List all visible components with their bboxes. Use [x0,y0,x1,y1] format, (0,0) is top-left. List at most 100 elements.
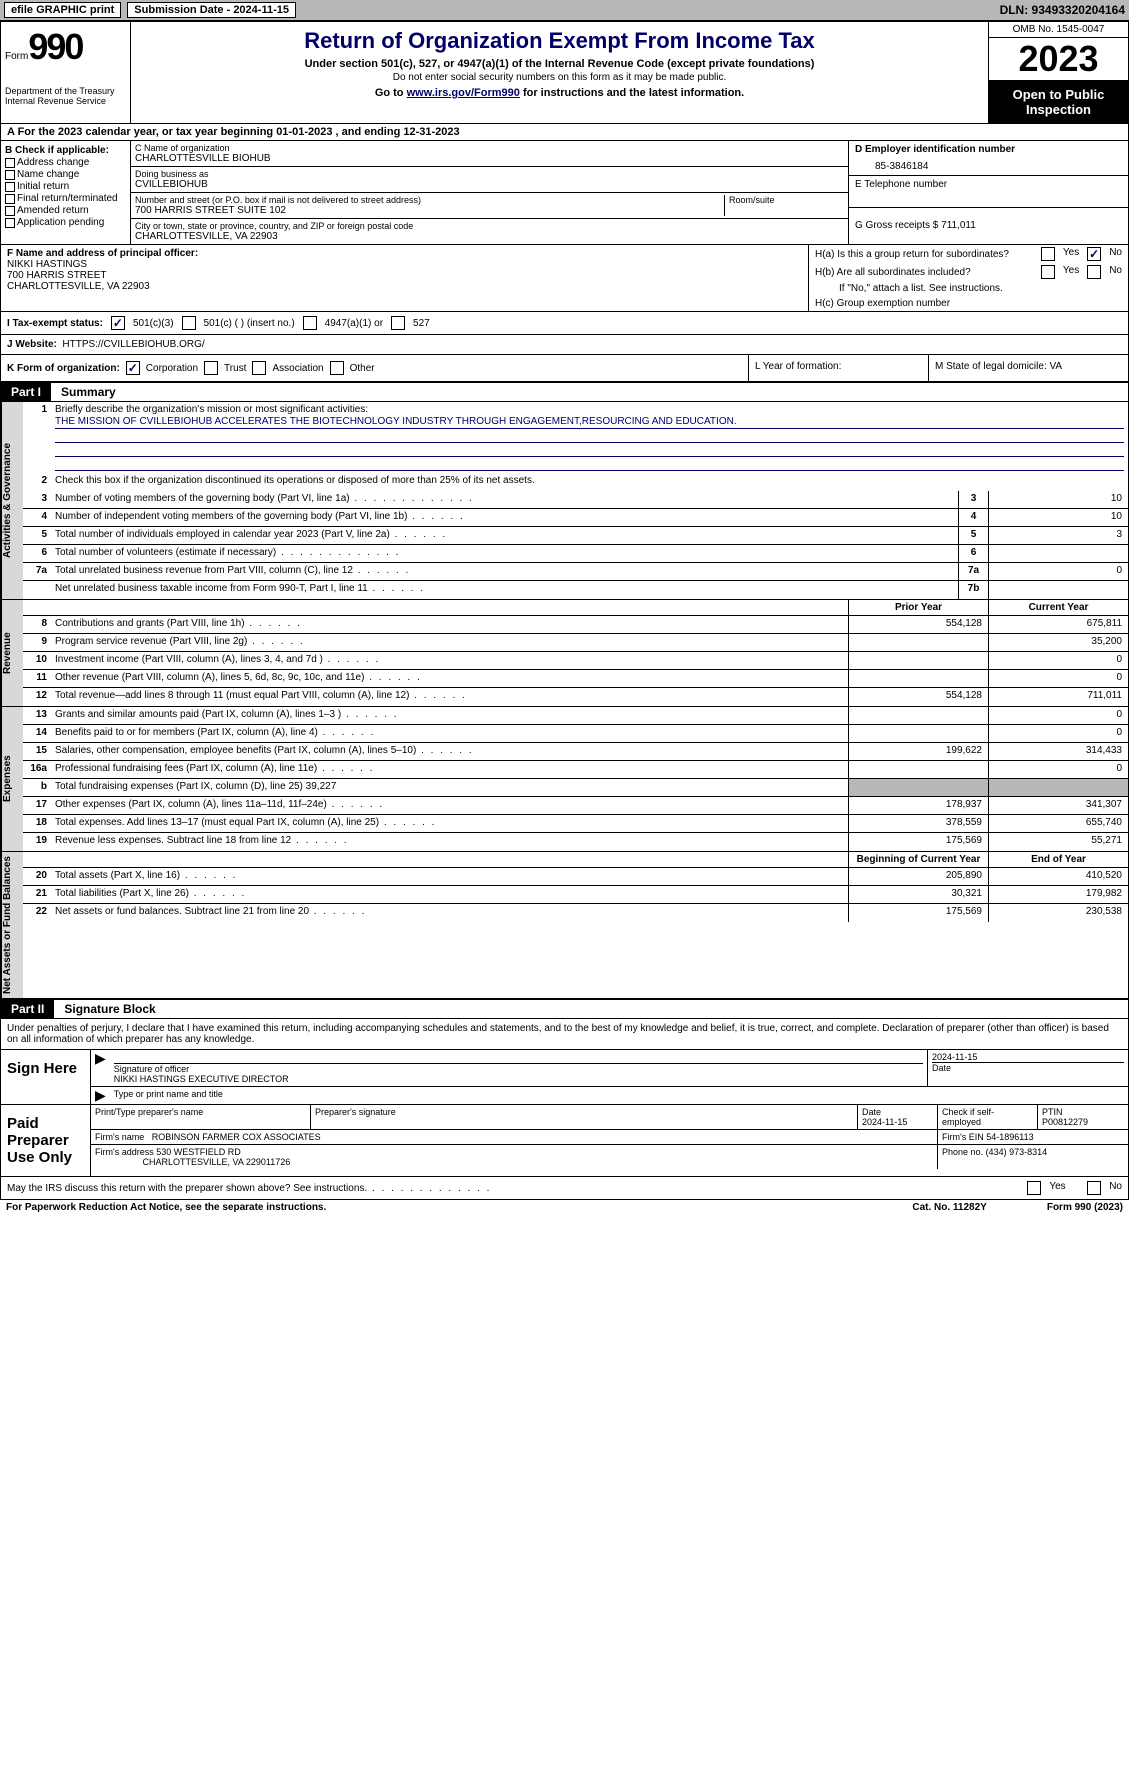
m-state: M State of legal domicile: VA [928,355,1128,381]
summary-row: 18 Total expenses. Add lines 13–17 (must… [23,815,1128,833]
header-right: OMB No. 1545-0047 2023 Open to Public In… [988,22,1128,123]
chk-501c3[interactable] [111,316,125,330]
vtab-revenue: Revenue [1,600,23,706]
chk-initial[interactable]: Initial return [5,181,126,192]
c-street-row: Number and street (or P.O. box if mail i… [131,193,848,219]
discuss-yes[interactable] [1027,1181,1041,1195]
footer: For Paperwork Reduction Act Notice, see … [0,1200,1129,1215]
hb-row: H(b) Are all subordinates included? Yes … [809,263,1128,281]
summary-row: 17 Other expenses (Part IX, column (A), … [23,797,1128,815]
row-j: J Website: HTTPS://CVILLEBIOHUB.ORG/ [0,335,1129,355]
form-word: Form [5,51,28,62]
c-name-row: C Name of organization CHARLOTTESVILLE B… [131,141,848,167]
c-city-row: City or town, state or province, country… [131,219,848,244]
summary-row: 22 Net assets or fund balances. Subtract… [23,904,1128,922]
sign-here-block: Sign Here ▶ Signature of officerNIKKI HA… [0,1050,1129,1105]
vtab-expenses: Expenses [1,707,23,851]
paid-preparer-block: Paid Preparer Use Only Print/Type prepar… [0,1105,1129,1177]
vtab-activities: Activities & Governance [1,402,23,599]
summary-row: 11 Other revenue (Part VIII, column (A),… [23,670,1128,688]
summary-expenses: Expenses 13 Grants and similar amounts p… [0,707,1129,852]
ha-yes[interactable] [1041,247,1055,261]
ha-row: H(a) Is this a group return for subordin… [809,245,1128,263]
part1-header: Part I Summary [0,382,1129,402]
vtab-netassets: Net Assets or Fund Balances [1,852,23,998]
chk-trust[interactable] [204,361,218,375]
summary-row: 8 Contributions and grants (Part VIII, l… [23,616,1128,634]
block-bcd: B Check if applicable: Address change Na… [0,141,1129,245]
tax-exempt-status: I Tax-exempt status: 501(c)(3) 501(c) ( … [1,312,561,334]
discuss-no[interactable] [1087,1181,1101,1195]
summary-activities: Activities & Governance 1 Briefly descri… [0,402,1129,600]
hb-yes[interactable] [1041,265,1055,279]
efile-print-button[interactable]: efile GRAPHIC print [4,2,121,18]
summary-row: 21 Total liabilities (Part X, line 26) 3… [23,886,1128,904]
chk-pending[interactable]: Application pending [5,217,126,228]
arrow-icon: ▶ [91,1087,110,1104]
dln-label: DLN: 93493320204164 [1000,3,1125,17]
goto-prefix: Go to [375,87,407,99]
phone-cell: E Telephone number [849,176,1128,208]
header-left: Form990 Department of the Treasury Inter… [1,22,131,123]
chk-final[interactable]: Final return/terminated [5,193,126,204]
chk-name[interactable]: Name change [5,169,126,180]
discuss-row: May the IRS discuss this return with the… [0,1177,1129,1200]
part2-header: Part II Signature Block [0,999,1129,1019]
mission-text: THE MISSION OF CVILLEBIOHUB ACCELERATES … [55,415,1124,429]
goto-link[interactable]: www.irs.gov/Form990 [407,87,520,99]
f-officer: F Name and address of principal officer:… [1,245,808,311]
ha-no[interactable] [1087,247,1101,261]
open-inspection: Open to Public Inspection [989,81,1128,123]
omb-number: OMB No. 1545-0047 [989,22,1128,38]
hc-row: H(c) Group exemption number [809,296,1128,311]
chk-address[interactable]: Address change [5,157,126,168]
l-year: L Year of formation: [748,355,928,381]
arrow-icon: ▶ [91,1050,110,1086]
chk-4947[interactable] [303,316,317,330]
chk-527[interactable] [391,316,405,330]
form-title: Return of Organization Exempt From Incom… [137,28,982,54]
summary-row: 16a Professional fundraising fees (Part … [23,761,1128,779]
row-klm: K Form of organization: Corporation Trus… [0,355,1129,382]
summary-row: 14 Benefits paid to or for members (Part… [23,725,1128,743]
goto-suffix: for instructions and the latest informat… [520,87,744,99]
goto-line: Go to www.irs.gov/Form990 for instructio… [137,87,982,99]
summary-netassets: Net Assets or Fund Balances Beginning of… [0,852,1129,999]
chk-corp[interactable] [126,361,140,375]
hb-note: If "No," attach a list. See instructions… [809,281,1128,296]
summary-row: 13 Grants and similar amounts paid (Part… [23,707,1128,725]
ein-cell: D Employer identification number 85-3846… [849,141,1128,176]
submission-date-button[interactable]: Submission Date - 2024-11-15 [127,2,296,18]
column-deg: D Employer identification number 85-3846… [848,141,1128,244]
chk-assoc[interactable] [252,361,266,375]
column-c: C Name of organization CHARLOTTESVILLE B… [131,141,848,244]
paid-preparer-label: Paid Preparer Use Only [1,1105,91,1176]
row-f-h: F Name and address of principal officer:… [0,245,1129,312]
dept-treasury: Department of the Treasury [5,86,126,96]
tax-year: 2023 [989,38,1128,81]
c-dba-row: Doing business as CVILLEBIOHUB [131,167,848,193]
sign-here-label: Sign Here [1,1050,91,1104]
summary-row: 15 Salaries, other compensation, employe… [23,743,1128,761]
header-center: Return of Organization Exempt From Incom… [131,22,988,123]
form-subtitle: Under section 501(c), 527, or 4947(a)(1)… [137,58,982,70]
summary-row: 20 Total assets (Part X, line 16) 205,89… [23,868,1128,886]
col-b-header: B Check if applicable: [5,145,126,156]
chk-amended[interactable]: Amended return [5,205,126,216]
website-cell: J Website: HTTPS://CVILLEBIOHUB.ORG/ [1,335,561,354]
summary-revenue: Revenue Prior YearCurrent Year 8 Contrib… [0,600,1129,707]
hb-no[interactable] [1087,265,1101,279]
summary-row: 9 Program service revenue (Part VIII, li… [23,634,1128,652]
gross-cell: G Gross receipts $ 711,011 [849,208,1128,234]
row-i: I Tax-exempt status: 501(c)(3) 501(c) ( … [0,312,1129,335]
form-header: Form990 Department of the Treasury Inter… [0,21,1129,124]
ssn-note: Do not enter social security numbers on … [137,72,982,83]
sig-intro: Under penalties of perjury, I declare th… [0,1019,1129,1050]
h-block: H(a) Is this a group return for subordin… [808,245,1128,311]
summary-row: 12 Total revenue—add lines 8 through 11 … [23,688,1128,706]
chk-501c[interactable] [182,316,196,330]
chk-other[interactable] [330,361,344,375]
summary-row: 10 Investment income (Part VIII, column … [23,652,1128,670]
form-number: 990 [28,26,82,67]
summary-row: b Total fundraising expenses (Part IX, c… [23,779,1128,797]
